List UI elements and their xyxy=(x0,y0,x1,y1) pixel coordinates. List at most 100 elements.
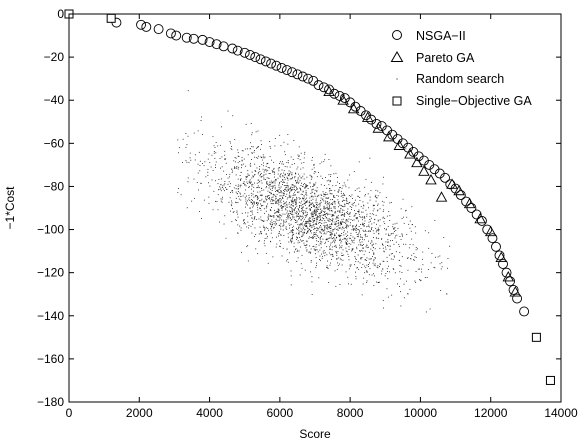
random-search-point xyxy=(293,234,295,235)
random-search-point xyxy=(382,211,384,212)
random-search-point xyxy=(373,260,375,262)
random-search-point xyxy=(275,218,277,220)
random-search-point xyxy=(273,216,275,218)
random-search-point xyxy=(441,262,443,264)
random-search-point xyxy=(348,283,349,285)
random-search-point xyxy=(357,196,359,197)
random-search-point xyxy=(295,202,297,203)
nsga-ii-point xyxy=(318,82,329,93)
random-search-point xyxy=(365,209,367,211)
random-search-point xyxy=(316,218,317,220)
random-search-point xyxy=(403,283,405,285)
random-search-point xyxy=(335,229,337,230)
random-search-point xyxy=(325,225,327,227)
random-search-point xyxy=(286,198,288,200)
random-search-point xyxy=(288,162,289,164)
random-search-point xyxy=(282,176,284,178)
random-search-point xyxy=(240,178,242,180)
random-search-point xyxy=(215,152,217,154)
random-search-point xyxy=(326,238,327,240)
random-search-point xyxy=(325,194,327,195)
random-search-point xyxy=(279,195,281,197)
random-search-point xyxy=(224,158,226,160)
random-search-point xyxy=(288,170,290,172)
random-search-point xyxy=(270,202,272,204)
random-search-point xyxy=(235,184,237,186)
random-search-point xyxy=(247,183,249,184)
random-search-point xyxy=(302,190,304,192)
random-search-point xyxy=(238,166,240,168)
pareto-ga-point xyxy=(418,165,430,176)
random-search-point xyxy=(279,183,280,185)
random-search-point xyxy=(215,180,216,182)
random-search-point xyxy=(276,179,277,181)
nsga-ii-point xyxy=(491,241,501,252)
random-search-point xyxy=(362,250,364,252)
random-search-point xyxy=(259,200,260,202)
random-search-point xyxy=(300,263,302,265)
random-search-point xyxy=(362,219,363,221)
random-search-point xyxy=(298,218,300,220)
random-search-point xyxy=(264,238,266,239)
random-search-point xyxy=(340,208,342,210)
random-search-point xyxy=(313,164,315,166)
random-search-point xyxy=(260,216,262,218)
random-search-point xyxy=(308,236,310,238)
random-search-point xyxy=(337,191,339,192)
random-search-point xyxy=(289,188,290,190)
random-search-point xyxy=(369,262,370,264)
nsga-ii-point xyxy=(476,215,487,226)
random-search-point xyxy=(359,191,361,192)
random-search-point xyxy=(287,236,289,238)
single-objective-ga-point xyxy=(106,13,116,23)
random-search-point xyxy=(374,196,376,198)
random-search-point xyxy=(386,261,388,262)
random-search-point xyxy=(253,218,255,220)
random-search-point xyxy=(299,198,301,199)
random-search-point xyxy=(382,204,384,206)
random-search-point xyxy=(325,213,327,214)
random-search-point xyxy=(322,217,324,219)
random-search-point xyxy=(340,246,342,248)
random-search-point xyxy=(333,201,335,203)
random-search-point xyxy=(329,188,330,189)
random-search-point xyxy=(332,253,334,255)
random-search-point xyxy=(237,162,239,164)
random-search-point xyxy=(315,249,317,251)
random-search-point xyxy=(295,232,297,234)
random-search-point xyxy=(316,220,318,222)
random-search-point xyxy=(373,273,374,275)
random-search-point xyxy=(391,233,393,234)
random-search-point xyxy=(325,213,327,215)
random-search-point xyxy=(328,202,330,204)
random-search-point xyxy=(263,227,265,229)
random-search-point xyxy=(312,198,314,200)
random-search-point xyxy=(346,197,347,199)
random-search-point xyxy=(330,236,332,238)
random-search-point xyxy=(265,169,267,171)
random-search-point xyxy=(214,158,216,159)
random-search-point xyxy=(278,200,279,202)
random-search-point xyxy=(382,216,384,218)
random-search-point xyxy=(278,231,280,232)
random-search-point xyxy=(308,220,310,222)
random-search-point xyxy=(379,263,381,265)
y-axis-label: −1*Cost xyxy=(3,186,17,230)
random-search-point xyxy=(343,214,345,216)
random-search-point xyxy=(340,259,342,261)
random-search-point xyxy=(273,161,274,163)
random-search-point xyxy=(329,246,330,248)
random-search-point xyxy=(311,195,313,197)
random-search-point xyxy=(369,213,371,215)
random-search-point xyxy=(303,196,305,198)
random-search-point xyxy=(270,226,272,228)
nsga-ii-point xyxy=(281,65,292,75)
random-search-point xyxy=(235,191,237,193)
random-search-point xyxy=(318,172,319,173)
random-search-point xyxy=(367,193,369,195)
random-search-point xyxy=(387,271,388,272)
random-search-point xyxy=(260,176,262,177)
random-search-point xyxy=(280,226,282,228)
random-search-point xyxy=(303,244,305,246)
random-search-point xyxy=(326,239,328,241)
